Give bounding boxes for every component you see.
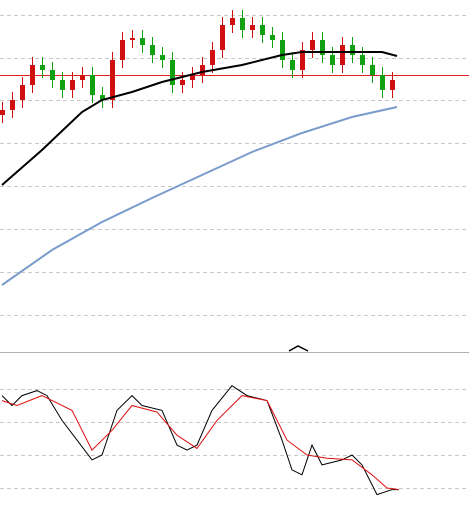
candle-body xyxy=(300,50,305,70)
candle-body xyxy=(240,18,245,30)
candle-body xyxy=(310,40,315,50)
candle-body xyxy=(130,38,135,40)
candle-body xyxy=(70,80,75,90)
candle-body xyxy=(90,75,95,95)
candle-body xyxy=(320,40,325,55)
candle-body xyxy=(250,25,255,30)
candle-body xyxy=(10,100,15,110)
candle-body xyxy=(330,55,335,65)
candle-body xyxy=(350,45,355,55)
candle-body xyxy=(200,65,205,75)
candle-body xyxy=(160,55,165,60)
candle-body xyxy=(290,60,295,70)
candle-body xyxy=(190,75,195,80)
candle-body xyxy=(110,60,115,100)
line xyxy=(1,395,400,491)
candle-body xyxy=(80,75,85,80)
candle-body xyxy=(210,50,215,65)
candle-body xyxy=(220,25,225,50)
line xyxy=(1,106,398,286)
candle-body xyxy=(340,45,345,65)
candle-body xyxy=(230,18,235,25)
candle-body xyxy=(50,70,55,80)
candle-body xyxy=(390,80,395,90)
candle-body xyxy=(100,95,105,100)
candle-body xyxy=(150,45,155,55)
candle-body xyxy=(40,65,45,70)
candle-body xyxy=(180,80,185,85)
candle-body xyxy=(60,80,65,90)
candle-body xyxy=(30,65,35,85)
candle-body xyxy=(170,60,175,85)
candle-body xyxy=(260,25,265,35)
marker xyxy=(288,345,309,352)
candle-body xyxy=(370,65,375,75)
candle-body xyxy=(120,40,125,60)
candle-body xyxy=(270,35,275,40)
candle-body xyxy=(280,40,285,60)
candle-body xyxy=(360,55,365,65)
candle-body xyxy=(20,85,25,100)
candle-body xyxy=(380,75,385,90)
line xyxy=(1,385,399,496)
candle-body xyxy=(0,110,5,115)
line xyxy=(1,51,398,186)
candle-body xyxy=(140,38,145,45)
